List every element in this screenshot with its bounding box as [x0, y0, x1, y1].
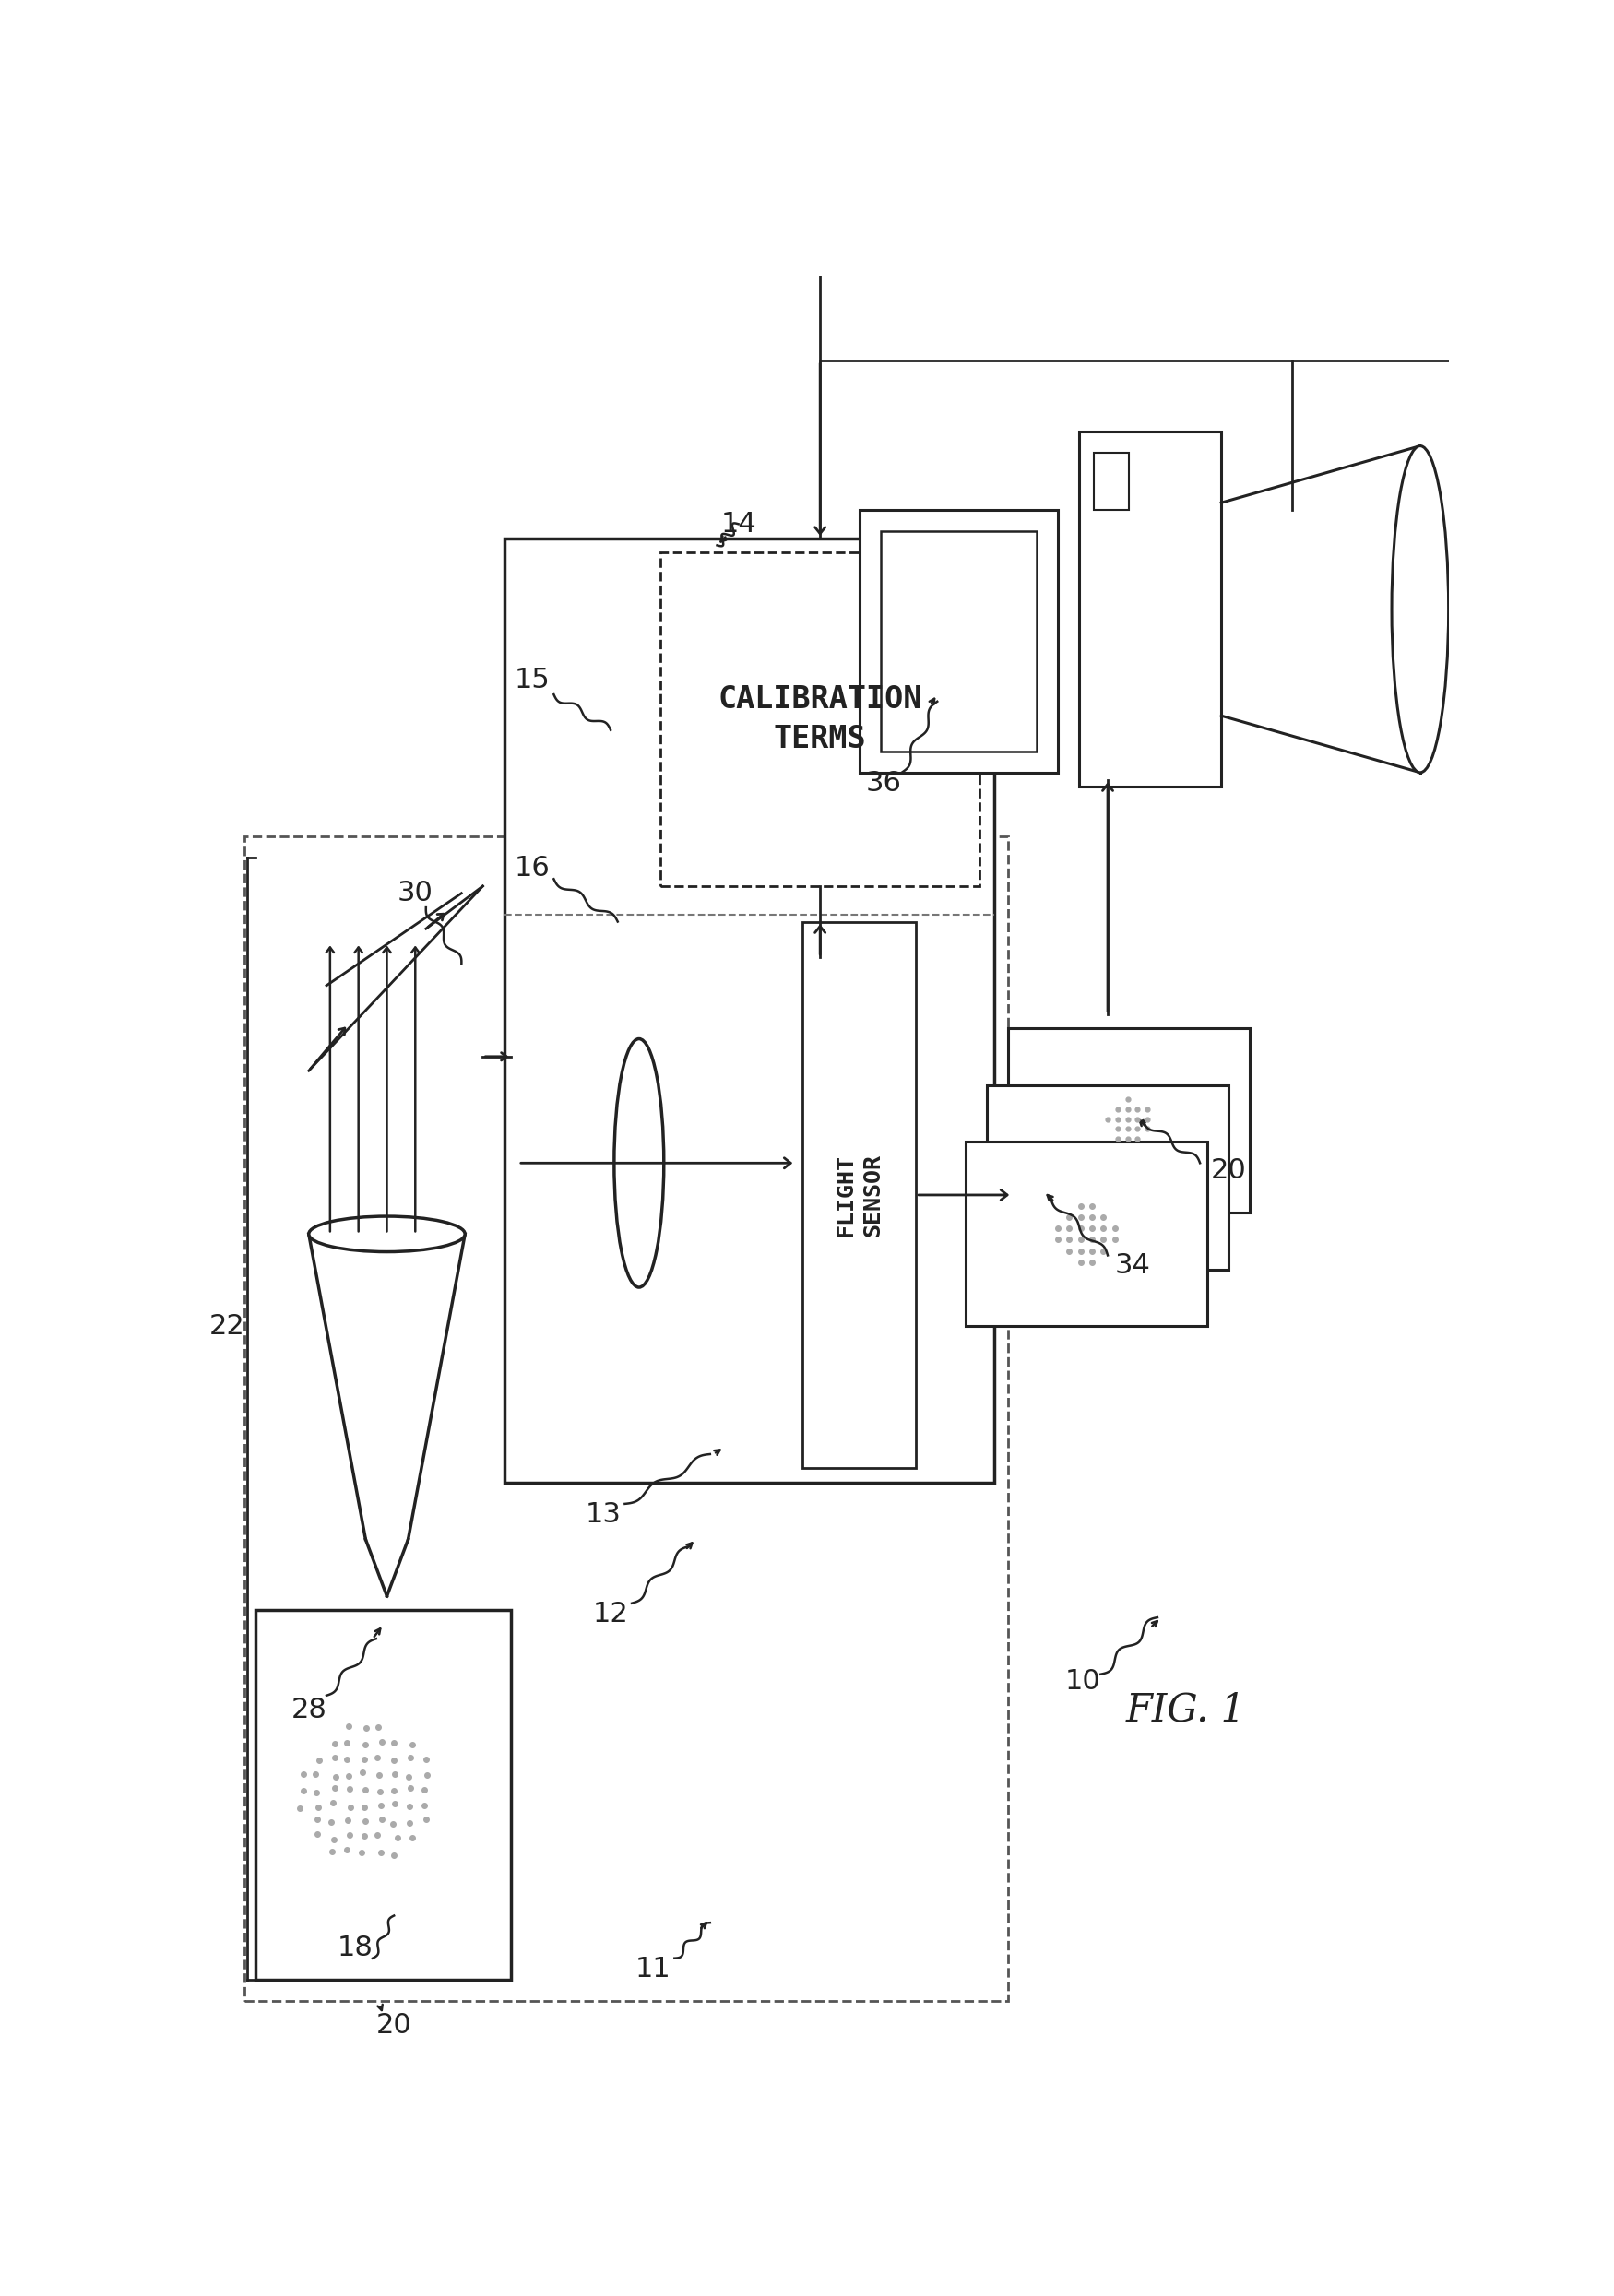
Text: 34: 34	[1115, 1254, 1151, 1279]
Text: 20: 20	[376, 2011, 412, 2039]
Text: 14: 14	[720, 510, 757, 537]
Text: 36: 36	[867, 769, 902, 797]
Text: 13: 13	[586, 1502, 621, 1527]
Text: 12: 12	[592, 1600, 628, 1628]
Text: FLIGHT
SENSOR: FLIGHT SENSOR	[834, 1153, 884, 1238]
Bar	[245, 836, 1009, 2000]
Ellipse shape	[308, 1217, 465, 1251]
Bar	[1009, 1029, 1249, 1212]
Bar	[1094, 452, 1130, 510]
Bar	[660, 553, 980, 886]
Text: 22: 22	[210, 1313, 245, 1339]
Text: 11: 11	[636, 1956, 671, 1981]
Text: 28: 28	[291, 1697, 326, 1722]
Text: CALIBRATION
TERMS: CALIBRATION TERMS	[718, 684, 922, 755]
Text: 30: 30	[397, 879, 433, 907]
Text: 15: 15	[515, 666, 550, 693]
Bar	[802, 921, 917, 1469]
Bar	[859, 510, 1059, 771]
Bar	[255, 1609, 512, 1979]
Bar	[881, 530, 1036, 751]
Bar	[988, 1086, 1228, 1270]
Bar	[1080, 432, 1222, 788]
Ellipse shape	[1391, 445, 1449, 771]
Text: 20: 20	[1210, 1157, 1246, 1182]
Ellipse shape	[613, 1038, 663, 1288]
Text: 16: 16	[515, 854, 550, 882]
Text: FIG. 1: FIG. 1	[1127, 1690, 1246, 1729]
Text: 10: 10	[1065, 1667, 1101, 1694]
Text: 18: 18	[337, 1933, 373, 1961]
Bar	[504, 537, 994, 1483]
Bar	[965, 1141, 1207, 1327]
